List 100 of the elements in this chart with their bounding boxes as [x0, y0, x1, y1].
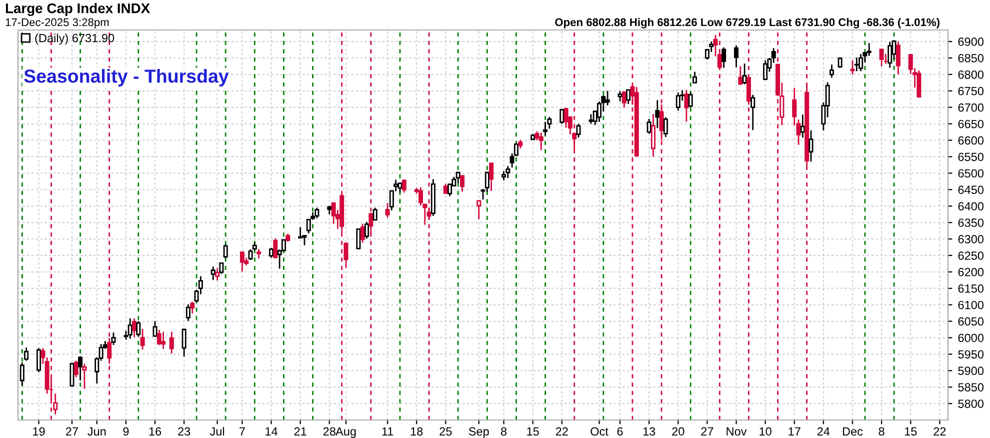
candlestick — [70, 362, 74, 386]
candlestick — [248, 248, 253, 261]
candlestick — [140, 328, 145, 350]
x-tick-label: 11 — [382, 427, 394, 436]
y-tick-label: 6050 — [958, 317, 984, 326]
x-tick-label: 19 — [33, 427, 45, 436]
y-tick-label: 6400 — [958, 202, 984, 210]
x-tick-label: Dec — [842, 427, 863, 436]
candlestick — [456, 172, 460, 184]
chart-subtitle: 17-Dec-2025 3:28pm — [6, 18, 109, 28]
candlestick — [750, 94, 756, 131]
x-tick-label: 15 — [527, 427, 539, 436]
x-tick-label: 10 — [760, 427, 772, 436]
y-tick-label: 6750 — [958, 86, 984, 96]
candlestick — [484, 172, 490, 193]
candlestick — [36, 348, 42, 373]
x-tick-label: 17 — [788, 427, 800, 436]
y-tick-label: 6150 — [958, 284, 984, 293]
candlestick — [136, 320, 141, 338]
candlestick — [476, 200, 482, 220]
text: Open 6802.88 High 6812.26 Low 6729.19 Last 6731.90 Chg -68.36 (-1.01%) — [555, 18, 940, 28]
candlestick — [219, 262, 224, 275]
candlestick — [402, 178, 406, 194]
candlestick — [161, 331, 166, 350]
candlestick — [742, 62, 747, 85]
chart-title: Large Cap Index INDX — [6, 3, 150, 16]
candlestick — [273, 238, 278, 260]
x-tick-label: Jul — [210, 426, 224, 436]
candlestick — [82, 363, 87, 390]
y-tick-label: 6500 — [958, 169, 984, 178]
y-tick-label: 5850 — [958, 383, 984, 392]
x-tick-label: 20 — [672, 427, 684, 436]
candlestick — [372, 207, 378, 221]
x-tick-label: 24 — [817, 427, 830, 436]
candlestick — [385, 202, 390, 218]
y-tick-label: 6800 — [958, 70, 984, 79]
x-tick-label: 23 — [178, 427, 190, 436]
candlestick — [331, 202, 336, 225]
x-tick-label: 9 — [123, 427, 129, 436]
candlestick — [418, 186, 423, 206]
y-tick-label: 6250 — [958, 251, 984, 260]
candlestick — [538, 132, 544, 151]
candlestick — [676, 92, 680, 112]
candlestick — [605, 90, 610, 106]
candlestick — [24, 346, 29, 362]
candlestick — [576, 123, 581, 138]
candlestick — [618, 90, 622, 102]
candlestick — [256, 248, 262, 260]
candlestick — [360, 223, 365, 244]
candlestick — [156, 329, 162, 346]
x-tick-label: 27 — [66, 427, 78, 436]
candlestick — [128, 318, 132, 340]
candlestick — [854, 56, 859, 72]
y-tick-label: 6700 — [958, 103, 984, 112]
y-tick-label: 6300 — [958, 235, 984, 244]
y-tick-label: 6450 — [958, 186, 984, 194]
candlestick — [692, 71, 697, 84]
candlestick — [722, 46, 726, 69]
candlestick — [132, 318, 136, 338]
x-tick-label: 27 — [701, 427, 714, 436]
candlestick — [808, 130, 814, 162]
candlestick — [888, 41, 892, 69]
candlestick — [443, 183, 448, 194]
candlestick — [858, 53, 864, 72]
legend-label: (Daily) 6731.90 — [35, 34, 114, 45]
y-tick-label: 6600 — [958, 136, 984, 145]
y-tick-label: 6650 — [958, 120, 984, 128]
candlestick — [684, 89, 689, 122]
candlestick — [622, 91, 626, 108]
candlestick — [866, 42, 872, 57]
x-tick-label: Jun — [88, 427, 106, 436]
candlestick — [543, 121, 548, 136]
y-tick-label: 6900 — [958, 38, 984, 46]
x-tick-label: 18 — [410, 427, 423, 436]
candlestick — [314, 207, 320, 219]
candlestick — [879, 48, 884, 67]
candlestick — [460, 174, 464, 192]
y-tick-label: 6100 — [958, 300, 984, 310]
candlestick — [916, 70, 922, 98]
x-tick-label: Nov — [726, 427, 747, 436]
candlestick — [850, 60, 855, 76]
x-tick-label: 13 — [643, 427, 656, 436]
candlestick — [269, 247, 274, 258]
candlestick — [74, 360, 78, 378]
candlestick — [182, 328, 186, 358]
candlestick — [210, 266, 216, 281]
candlestick — [763, 60, 768, 80]
candlestick — [356, 228, 361, 250]
candlestick — [169, 331, 174, 354]
x-tick-label: 7 — [240, 427, 245, 436]
candlestick — [560, 108, 564, 124]
candlestick — [626, 88, 631, 105]
x-tick-label: 25 — [440, 427, 452, 436]
candlestick — [306, 218, 311, 234]
candlestick — [78, 355, 83, 382]
candlestick — [663, 116, 668, 138]
x-tick-label: 14 — [266, 427, 278, 436]
x-tick-label: Oct — [590, 427, 608, 436]
x-tick-label: 16 — [149, 427, 162, 436]
y-tick-label: 6550 — [958, 152, 984, 162]
